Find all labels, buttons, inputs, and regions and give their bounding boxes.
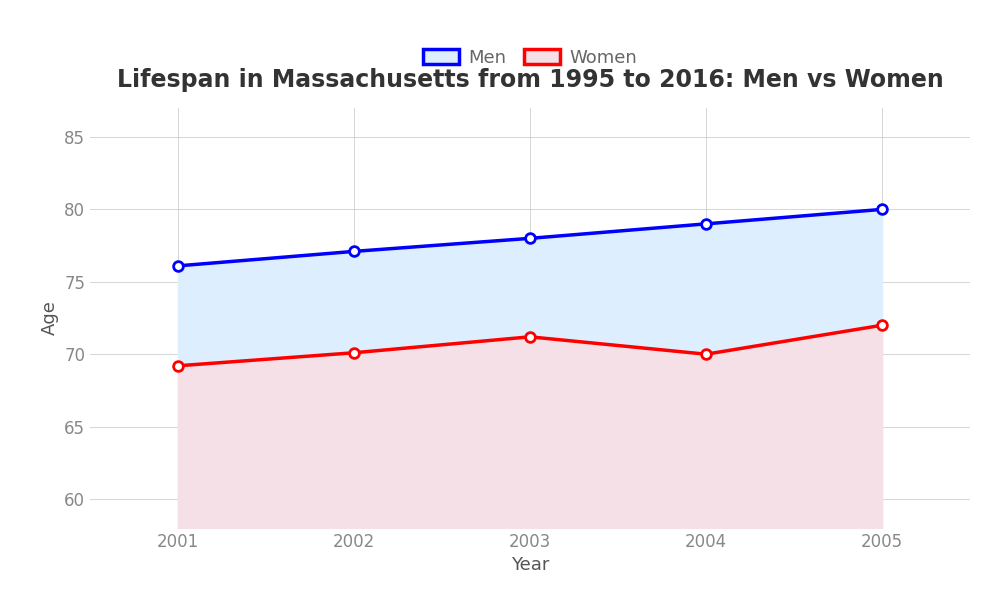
X-axis label: Year: Year <box>511 556 549 574</box>
Title: Lifespan in Massachusetts from 1995 to 2016: Men vs Women: Lifespan in Massachusetts from 1995 to 2… <box>117 68 943 92</box>
Legend: Men, Women: Men, Women <box>416 41 644 74</box>
Y-axis label: Age: Age <box>41 301 59 335</box>
